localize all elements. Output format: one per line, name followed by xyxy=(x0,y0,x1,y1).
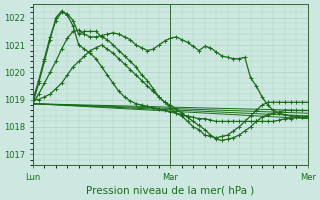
X-axis label: Pression niveau de la mer( hPa ): Pression niveau de la mer( hPa ) xyxy=(86,186,254,196)
